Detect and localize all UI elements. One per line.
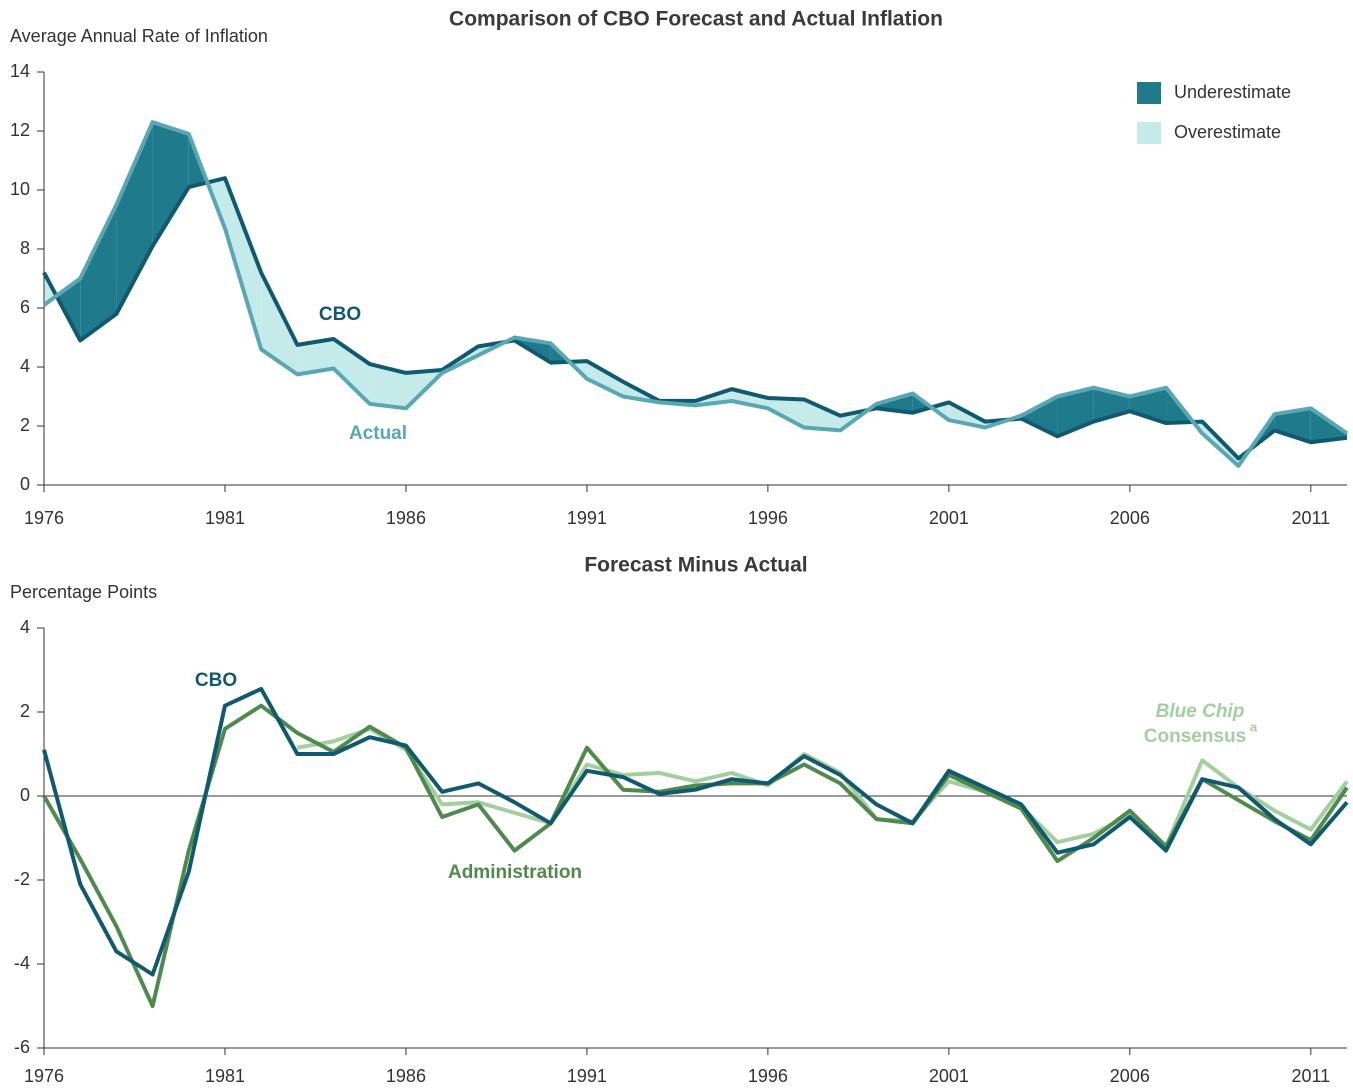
band bbox=[731, 389, 768, 409]
band bbox=[297, 338, 334, 375]
band bbox=[369, 364, 406, 409]
series-label: CBO bbox=[319, 304, 361, 325]
band bbox=[152, 122, 189, 247]
series-line bbox=[42, 703, 1349, 1008]
series-label: Blue Chip bbox=[1156, 701, 1245, 722]
y-tick-label: 6 bbox=[20, 297, 30, 317]
band bbox=[804, 399, 841, 431]
x-tick-label: 1986 bbox=[386, 508, 426, 528]
chart-title: Comparison of CBO Forecast and Actual In… bbox=[449, 8, 943, 31]
legend-label: Overestimate bbox=[1174, 122, 1281, 142]
x-tick-label: 1981 bbox=[205, 508, 245, 528]
x-tick-label: 1996 bbox=[748, 1066, 788, 1086]
x-tick-label: 2011 bbox=[1291, 508, 1330, 528]
series-line bbox=[42, 120, 1349, 468]
y-axis-label: Average Annual Rate of Inflation bbox=[10, 26, 268, 46]
y-tick-label: 0 bbox=[20, 785, 30, 805]
band bbox=[586, 361, 624, 397]
legend-swatch bbox=[1137, 122, 1161, 144]
y-tick-label: 4 bbox=[20, 617, 30, 637]
legend-swatch bbox=[1137, 82, 1161, 104]
band bbox=[80, 204, 117, 341]
x-tick-label: 1991 bbox=[567, 508, 607, 528]
y-tick-label: 12 bbox=[10, 120, 30, 140]
series-label: Consensus bbox=[1144, 726, 1246, 747]
band bbox=[1274, 408, 1311, 443]
x-tick-label: 2006 bbox=[1110, 508, 1150, 528]
y-tick-label: -2 bbox=[14, 869, 30, 889]
x-tick-label: 1981 bbox=[205, 1066, 245, 1086]
y-tick-label: 14 bbox=[10, 61, 30, 81]
band bbox=[767, 397, 805, 428]
x-tick-label: 2006 bbox=[1110, 1066, 1150, 1086]
x-tick-label: 2011 bbox=[1291, 1066, 1330, 1086]
y-tick-label: 4 bbox=[20, 356, 30, 376]
band bbox=[333, 338, 370, 404]
band bbox=[116, 122, 153, 314]
series-label: CBO bbox=[195, 670, 237, 691]
series-label: Administration bbox=[448, 862, 582, 883]
x-tick-label: 1991 bbox=[567, 1066, 607, 1086]
y-tick-label: 10 bbox=[10, 179, 30, 199]
band bbox=[261, 272, 298, 375]
y-tick-label: 0 bbox=[20, 474, 30, 494]
x-tick-label: 1976 bbox=[24, 508, 64, 528]
band bbox=[1021, 396, 1058, 437]
y-tick-label: 8 bbox=[20, 238, 30, 258]
x-tick-label: 1996 bbox=[748, 508, 788, 528]
x-tick-label: 1976 bbox=[24, 1066, 64, 1086]
y-tick-label: -4 bbox=[14, 953, 30, 973]
series-label: Actual bbox=[349, 423, 407, 444]
x-tick-label: 2001 bbox=[929, 508, 969, 528]
y-tick-label: 2 bbox=[20, 701, 30, 721]
series-line bbox=[42, 176, 1348, 461]
y-tick-label: 2 bbox=[20, 415, 30, 435]
x-tick-label: 1986 bbox=[386, 1066, 426, 1086]
legend-label: Underestimate bbox=[1174, 82, 1291, 102]
y-tick-label: -6 bbox=[14, 1037, 30, 1057]
series-line bbox=[42, 686, 1349, 977]
chart-title: Forecast Minus Actual bbox=[584, 554, 807, 577]
band bbox=[224, 178, 262, 350]
x-tick-label: 2001 bbox=[929, 1066, 969, 1086]
footnote-mark: a bbox=[1250, 719, 1258, 734]
y-axis-label: Percentage Points bbox=[10, 582, 157, 602]
